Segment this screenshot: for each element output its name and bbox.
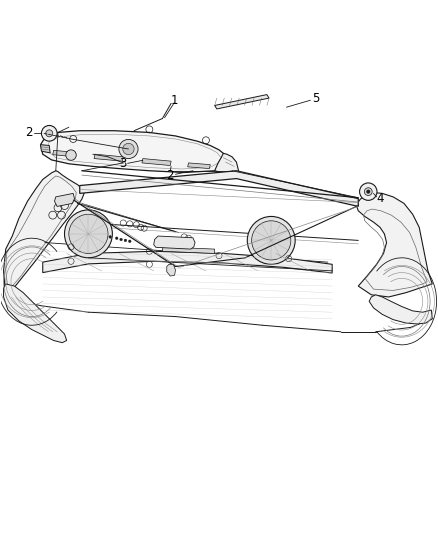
Text: 1: 1 (170, 94, 178, 107)
Text: 5: 5 (312, 92, 319, 105)
Polygon shape (167, 264, 176, 276)
Circle shape (128, 240, 131, 243)
Circle shape (42, 125, 57, 141)
Polygon shape (43, 251, 332, 273)
Circle shape (367, 190, 370, 193)
Circle shape (116, 237, 118, 239)
Text: 4: 4 (376, 192, 384, 205)
Polygon shape (80, 171, 358, 206)
Text: 2: 2 (25, 126, 32, 140)
Circle shape (46, 130, 53, 137)
Polygon shape (41, 144, 50, 153)
Polygon shape (369, 295, 432, 324)
Circle shape (360, 183, 377, 200)
Text: 2: 2 (166, 169, 174, 182)
Circle shape (69, 214, 108, 254)
Polygon shape (215, 94, 269, 109)
Text: 3: 3 (119, 157, 126, 170)
Polygon shape (4, 284, 67, 343)
Polygon shape (94, 154, 123, 161)
Polygon shape (54, 193, 74, 206)
Circle shape (252, 221, 291, 260)
Polygon shape (356, 192, 432, 297)
Polygon shape (154, 236, 195, 249)
Polygon shape (187, 163, 210, 168)
Polygon shape (53, 150, 75, 157)
Polygon shape (142, 158, 171, 166)
Polygon shape (215, 154, 239, 175)
Circle shape (119, 140, 138, 158)
Circle shape (109, 236, 112, 238)
Polygon shape (162, 247, 215, 254)
Circle shape (120, 238, 122, 241)
Circle shape (124, 239, 127, 241)
Circle shape (66, 150, 76, 160)
Circle shape (247, 216, 295, 264)
Polygon shape (4, 171, 84, 297)
Circle shape (123, 143, 134, 155)
Circle shape (364, 188, 372, 196)
Polygon shape (41, 131, 228, 173)
Circle shape (64, 210, 113, 258)
